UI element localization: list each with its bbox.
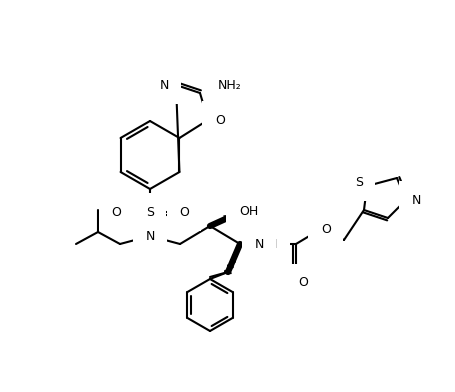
Text: O: O — [298, 276, 307, 289]
Text: N: N — [254, 238, 263, 250]
Text: N: N — [410, 194, 420, 207]
Text: N: N — [145, 229, 154, 243]
Text: S: S — [354, 176, 362, 189]
Text: O: O — [111, 205, 121, 218]
Text: H: H — [268, 238, 277, 250]
Text: O: O — [179, 205, 188, 218]
Text: S: S — [146, 205, 154, 218]
Text: N: N — [159, 78, 169, 91]
Text: O: O — [320, 223, 330, 236]
Polygon shape — [210, 214, 232, 226]
Text: O: O — [214, 114, 224, 127]
Text: NH₂: NH₂ — [217, 78, 241, 91]
Text: OH: OH — [238, 205, 258, 218]
